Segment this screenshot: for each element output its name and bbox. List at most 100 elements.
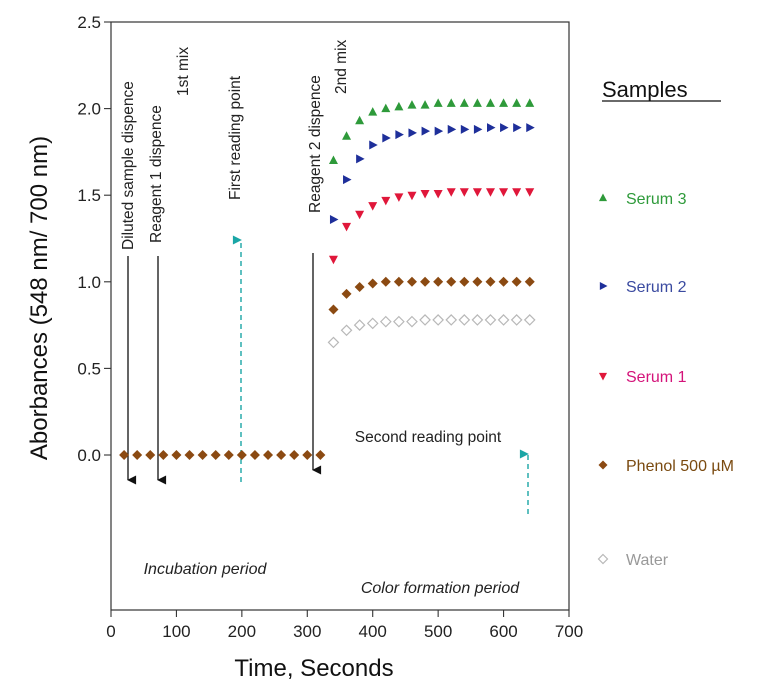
- x-tick-label-600: 600: [489, 622, 517, 641]
- serum-2-point-4: [382, 133, 391, 143]
- serum-1-point-15: [525, 188, 535, 197]
- serum-1-point-13: [499, 188, 509, 197]
- x-tick-label-400: 400: [359, 622, 387, 641]
- legend-title: Samples: [602, 77, 688, 102]
- water-point-4: [379, 315, 392, 328]
- legend-label-serum-2: Serum 2: [626, 279, 687, 296]
- x-axis-title: Time, Seconds: [234, 655, 393, 682]
- legend-label-serum-1: Serum 1: [626, 369, 687, 386]
- water-point-8: [432, 314, 444, 326]
- incubation-point-0: [119, 450, 130, 460]
- serum-2-point-12: [486, 123, 496, 133]
- incubation-point-1: [132, 450, 143, 460]
- y-tick-label-1: 1.0: [77, 273, 101, 292]
- phenol-500-m-point-11: [472, 276, 483, 287]
- water-point-0: [327, 336, 340, 349]
- x-tick-label-500: 500: [424, 622, 452, 641]
- serum-3-point-6: [407, 100, 417, 109]
- incubation-point-11: [263, 450, 274, 460]
- water-point-11: [471, 314, 484, 326]
- water-point-14: [510, 314, 523, 326]
- serum-3-point-4: [381, 103, 391, 113]
- y-tick-label-2: 2.0: [77, 100, 101, 119]
- phenol-500-m-point-9: [446, 276, 457, 287]
- water-point-6: [406, 315, 418, 328]
- x-tick-label-100: 100: [162, 622, 190, 641]
- data-marks: [119, 98, 536, 460]
- serum-2-point-5: [395, 130, 404, 140]
- annotation-reagent-1-dispence: Reagent 1 dispence: [148, 105, 165, 243]
- phenol-500-m-point-7: [420, 276, 431, 287]
- serum-3-point-11: [472, 98, 482, 107]
- annotation-second-reading-point: Second reading point: [355, 429, 502, 446]
- x-tick-label-200: 200: [228, 622, 256, 641]
- x-tick-label-0: 0: [106, 622, 115, 641]
- annotation-diluted-sample-dispence: Diluted sample dispence: [120, 81, 137, 250]
- serum-1-point-2: [355, 210, 365, 220]
- serum-1-point-10: [459, 188, 469, 197]
- phenol-500-m-point-8: [433, 276, 444, 287]
- legend-marker-serum-3: [598, 193, 608, 202]
- serum-1-point-11: [472, 188, 482, 197]
- serum-2-point-3: [369, 140, 378, 150]
- incubation-point-10: [249, 450, 260, 460]
- serum-3-point-10: [459, 98, 469, 107]
- water-point-10: [458, 314, 471, 326]
- legend: Samples Serum 3 Serum 2 Serum 1 Phenol 500 …: [597, 77, 734, 569]
- incubation-point-14: [302, 450, 313, 460]
- y-tick-label-0: 0.0: [77, 446, 101, 465]
- axis-ticks: [104, 21, 570, 617]
- legend-marker-water: [597, 553, 609, 565]
- annotation-reagent-2-dispence: Reagent 2 dispence: [307, 75, 324, 213]
- incubation-point-8: [223, 450, 234, 460]
- serum-1-point-1: [342, 222, 352, 232]
- serum-2-point-14: [513, 123, 522, 133]
- y-tick-label-1.5: 1.5: [77, 186, 101, 205]
- water-point-12: [484, 314, 497, 326]
- water-point-3: [366, 317, 379, 330]
- water-point-1: [340, 324, 353, 337]
- phenol-500-m-point-10: [459, 276, 470, 287]
- incubation-point-15: [315, 450, 326, 460]
- serum-1-point-6: [407, 191, 417, 201]
- serum-1-point-9: [446, 188, 456, 197]
- phenol-500-m-point-5: [393, 276, 404, 287]
- x-tick-label-300: 300: [293, 622, 321, 641]
- legend-marker-phenol-500-m: [598, 460, 608, 470]
- axis-tick-labels: 0 100 200 300 400 500 600 700 0.0 0.5 1.0 1.5 2.0 2.5: [77, 13, 583, 641]
- y-tick-label-2.5: 2.5: [77, 13, 101, 32]
- phenol-500-m-point-15: [524, 276, 535, 287]
- water-point-9: [445, 314, 458, 326]
- serum-1-point-0: [328, 255, 338, 265]
- water-point-5: [393, 315, 405, 328]
- x-tick-label-700: 700: [555, 622, 583, 641]
- phenol-500-m-point-6: [406, 276, 417, 287]
- serum-2-point-2: [356, 154, 365, 164]
- serum-3-point-12: [485, 98, 495, 107]
- serum-3-point-9: [446, 98, 456, 107]
- water-point-2: [353, 319, 366, 331]
- incubation-point-3: [158, 450, 169, 460]
- serum-1-point-4: [381, 196, 391, 206]
- serum-1-point-14: [512, 188, 522, 197]
- serum-2-point-1: [343, 175, 352, 185]
- phenol-500-m-point-1: [341, 288, 352, 299]
- phenol-500-m-point-4: [380, 276, 391, 287]
- incubation-point-5: [184, 450, 195, 460]
- annotation-1st-mix: 1st mix: [175, 47, 192, 96]
- incubation-point-4: [171, 450, 182, 460]
- serum-2-point-15: [526, 123, 535, 133]
- phenol-500-m-point-2: [354, 281, 365, 292]
- water-point-13: [497, 314, 510, 326]
- serum-2-point-9: [447, 124, 457, 134]
- serum-2-point-0: [329, 214, 339, 224]
- legend-marker-serum-2: [599, 281, 608, 291]
- incubation-point-9: [236, 450, 247, 460]
- water-point-7: [419, 314, 431, 326]
- serum-2-point-8: [434, 126, 444, 136]
- incubation-period-label: Incubation period: [144, 561, 268, 578]
- serum-3-point-13: [499, 98, 509, 107]
- serum-1-point-12: [485, 188, 495, 197]
- serum-3-point-8: [433, 98, 443, 107]
